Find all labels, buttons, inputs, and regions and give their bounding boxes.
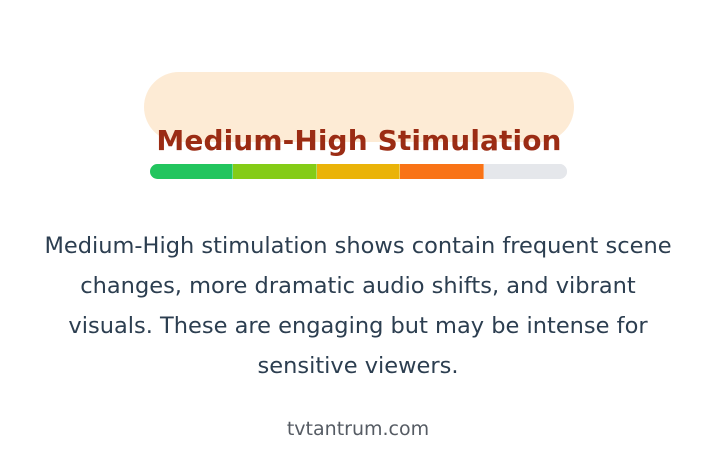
meter-segment-5 [483,164,567,179]
stimulation-title: Medium-High Stimulation [156,124,562,157]
meter-segment-3 [316,164,401,179]
meter-segment-4 [400,164,484,179]
stimulation-description: Medium-High stimulation shows contain fr… [44,233,672,379]
stimulation-badge: Medium-High Stimulation [144,72,574,155]
site-credit: tvtantrum.com [286,418,430,440]
meter-segment-1 [150,164,234,179]
meter-segment-2 [233,164,317,179]
stimulation-meter [150,164,567,179]
